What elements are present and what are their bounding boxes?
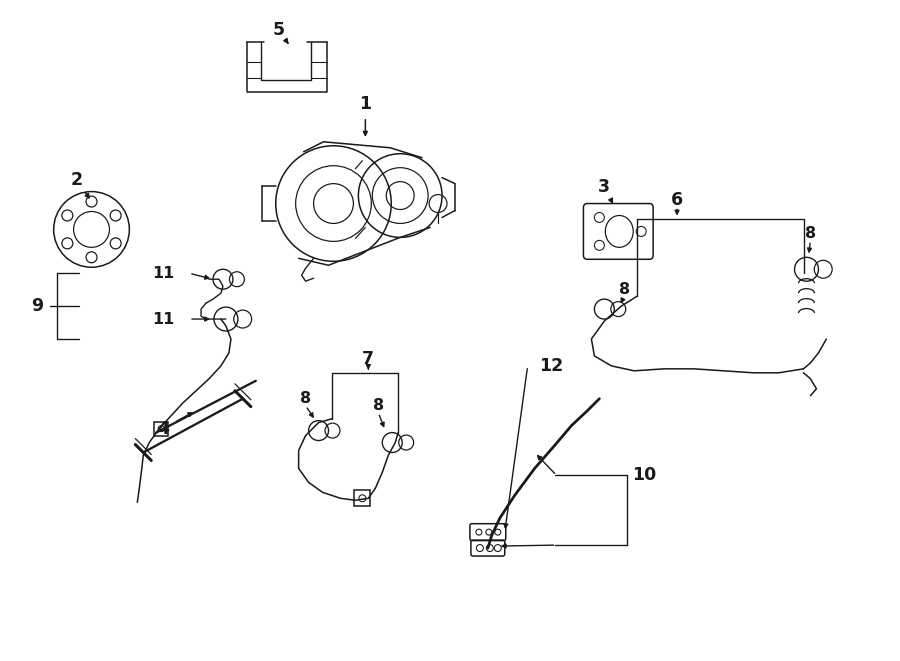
Text: 11: 11 <box>152 311 175 327</box>
Text: 9: 9 <box>31 297 43 315</box>
Text: 1: 1 <box>359 95 372 113</box>
Text: 11: 11 <box>152 266 175 281</box>
Text: 3: 3 <box>598 178 610 196</box>
Text: 10: 10 <box>632 467 656 485</box>
Text: 8: 8 <box>300 391 311 407</box>
Text: 7: 7 <box>363 350 374 368</box>
Text: 2: 2 <box>70 171 83 188</box>
Text: 12: 12 <box>539 357 563 375</box>
Text: 8: 8 <box>618 282 630 297</box>
Text: 4: 4 <box>158 420 169 438</box>
Text: 6: 6 <box>671 190 683 209</box>
Text: 8: 8 <box>373 398 384 413</box>
Text: 8: 8 <box>805 226 816 241</box>
Text: 5: 5 <box>273 21 284 39</box>
